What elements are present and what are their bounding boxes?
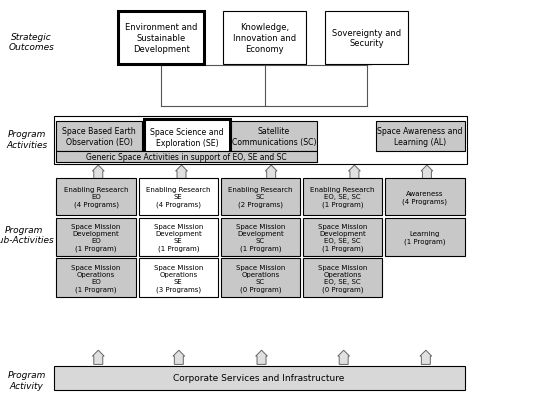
FancyBboxPatch shape <box>303 218 382 256</box>
Text: Knowledge,
Innovation and
Economy: Knowledge, Innovation and Economy <box>233 23 296 54</box>
Text: Enabling Research
EO, SE, SC
(1 Program): Enabling Research EO, SE, SC (1 Program) <box>310 187 375 208</box>
FancyBboxPatch shape <box>139 258 218 298</box>
FancyBboxPatch shape <box>221 218 300 256</box>
FancyBboxPatch shape <box>56 179 136 215</box>
FancyBboxPatch shape <box>144 119 230 156</box>
FancyBboxPatch shape <box>303 258 382 298</box>
Text: Program
Activity: Program Activity <box>8 370 46 390</box>
Text: Program
Activities: Program Activities <box>6 130 47 149</box>
FancyBboxPatch shape <box>139 179 218 215</box>
Polygon shape <box>155 50 168 66</box>
Text: Space Mission
Development
EO
(1 Program): Space Mission Development EO (1 Program) <box>71 223 121 251</box>
Polygon shape <box>265 166 277 180</box>
FancyBboxPatch shape <box>303 179 382 215</box>
Text: Space Science and
Exploration (SE): Space Science and Exploration (SE) <box>150 128 224 147</box>
Polygon shape <box>420 350 432 364</box>
Text: Corporate Services and Infrastructure: Corporate Services and Infrastructure <box>173 373 345 382</box>
Text: Strategic
Outcomes: Strategic Outcomes <box>8 33 54 52</box>
FancyBboxPatch shape <box>325 12 408 65</box>
FancyBboxPatch shape <box>139 218 218 256</box>
FancyBboxPatch shape <box>223 12 306 65</box>
FancyBboxPatch shape <box>221 179 300 215</box>
Text: Space Mission
Operations
EO, SE, SC
(0 Program): Space Mission Operations EO, SE, SC (0 P… <box>318 264 367 292</box>
Text: Space Based Earth
Observation (EO): Space Based Earth Observation (EO) <box>62 127 136 147</box>
Polygon shape <box>92 350 104 364</box>
Polygon shape <box>338 350 350 364</box>
Polygon shape <box>92 166 104 180</box>
Text: Sovereignty and
Security: Sovereignty and Security <box>332 29 401 48</box>
Text: Enabling Research
SE
(4 Programs): Enabling Research SE (4 Programs) <box>146 187 211 208</box>
FancyBboxPatch shape <box>385 218 465 256</box>
Text: Enabling Research
EO
(4 Programs): Enabling Research EO (4 Programs) <box>64 187 128 208</box>
Text: Space Mission
Development
SE
(1 Program): Space Mission Development SE (1 Program) <box>154 223 203 251</box>
FancyBboxPatch shape <box>376 122 465 152</box>
Polygon shape <box>256 350 267 364</box>
Text: Space Awareness and
Learning (AL): Space Awareness and Learning (AL) <box>378 127 463 147</box>
Text: Enabling Research
SC
(2 Programs): Enabling Research SC (2 Programs) <box>228 187 293 208</box>
FancyBboxPatch shape <box>385 179 465 215</box>
FancyBboxPatch shape <box>56 218 136 256</box>
FancyBboxPatch shape <box>231 122 317 152</box>
Polygon shape <box>173 350 185 364</box>
FancyBboxPatch shape <box>56 122 142 152</box>
FancyBboxPatch shape <box>56 151 317 163</box>
Text: Program
Sub-Activities: Program Sub-Activities <box>0 225 55 245</box>
Text: Space Mission
Operations
SE
(3 Programs): Space Mission Operations SE (3 Programs) <box>154 264 203 292</box>
Polygon shape <box>349 166 360 180</box>
Text: Space Mission
Operations
EO
(1 Program): Space Mission Operations EO (1 Program) <box>71 264 121 292</box>
Text: Awareness
(4 Programs): Awareness (4 Programs) <box>402 190 447 204</box>
Text: Space Mission
Operations
SC
(0 Program): Space Mission Operations SC (0 Program) <box>236 264 285 292</box>
Text: Space Mission
Development
EO, SE, SC
(1 Program): Space Mission Development EO, SE, SC (1 … <box>318 223 367 251</box>
Polygon shape <box>360 50 373 66</box>
Text: Space Mission
Development
SC
(1 Program): Space Mission Development SC (1 Program) <box>236 223 285 251</box>
Polygon shape <box>421 166 433 180</box>
Text: Satellite
Communications (SC): Satellite Communications (SC) <box>231 127 316 147</box>
Polygon shape <box>258 50 271 66</box>
Text: Environment and
Sustainable
Development: Environment and Sustainable Development <box>125 23 197 54</box>
FancyBboxPatch shape <box>118 12 204 65</box>
FancyBboxPatch shape <box>54 366 465 390</box>
Polygon shape <box>176 166 187 180</box>
FancyBboxPatch shape <box>56 258 136 298</box>
FancyBboxPatch shape <box>221 258 300 298</box>
Text: Learning
(1 Program): Learning (1 Program) <box>404 230 446 244</box>
Text: Generic Space Activities in support of EO, SE and SC: Generic Space Activities in support of E… <box>86 153 287 162</box>
